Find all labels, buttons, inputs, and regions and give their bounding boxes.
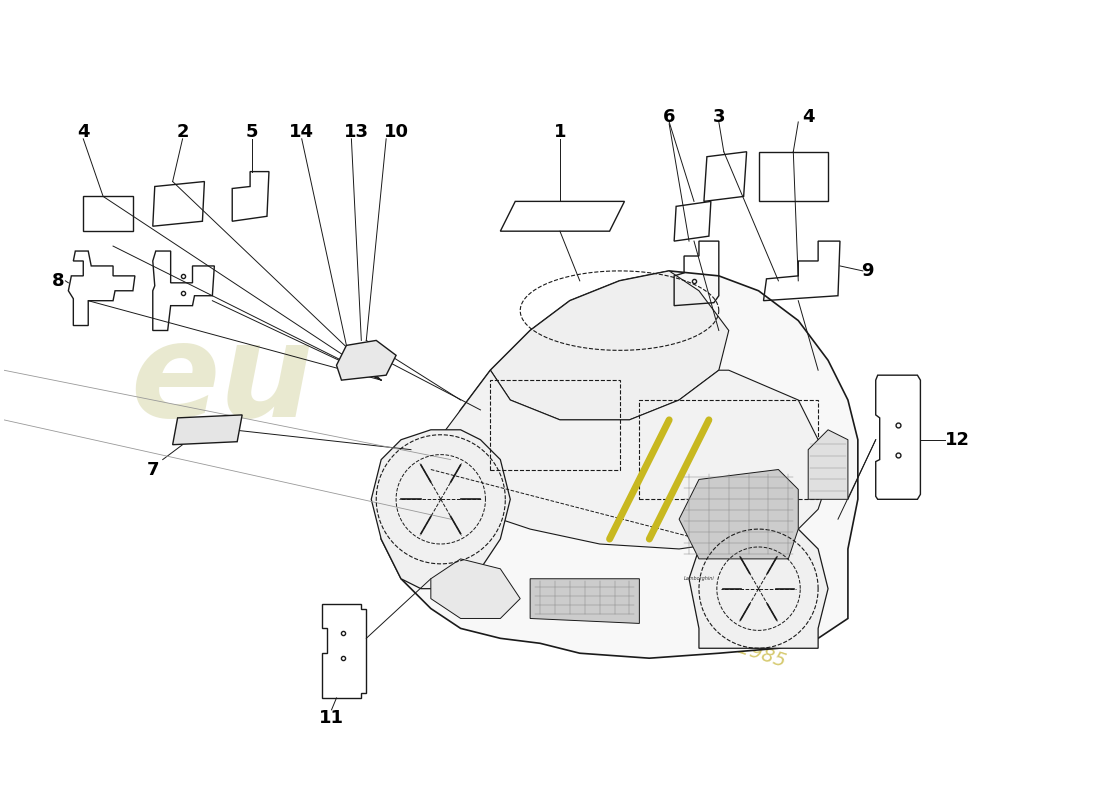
Polygon shape <box>372 430 510 589</box>
Text: 4: 4 <box>77 123 89 141</box>
Text: 5: 5 <box>245 123 258 141</box>
Text: Lamborghini: Lamborghini <box>683 576 714 582</box>
Bar <box>759 152 828 202</box>
Text: 1: 1 <box>553 123 566 141</box>
Polygon shape <box>689 519 828 648</box>
Polygon shape <box>173 415 242 445</box>
Text: a passion for cars since 1985: a passion for cars since 1985 <box>510 566 788 671</box>
Text: 4: 4 <box>802 108 814 126</box>
Polygon shape <box>530 578 639 623</box>
Text: 14: 14 <box>289 123 315 141</box>
Text: 7: 7 <box>146 461 160 478</box>
Text: 10: 10 <box>384 123 408 141</box>
Text: 2: 2 <box>176 123 189 141</box>
Text: 11: 11 <box>319 709 344 726</box>
Text: 12: 12 <box>945 430 970 449</box>
Polygon shape <box>337 341 396 380</box>
Polygon shape <box>431 559 520 618</box>
Text: 6: 6 <box>663 108 675 126</box>
Text: 13: 13 <box>344 123 369 141</box>
Bar <box>84 197 133 231</box>
Polygon shape <box>382 271 858 658</box>
Text: eu: eu <box>131 317 314 444</box>
Polygon shape <box>431 370 828 549</box>
Polygon shape <box>679 470 799 559</box>
Text: 3: 3 <box>713 108 725 126</box>
Text: 9: 9 <box>861 262 875 280</box>
Polygon shape <box>808 430 848 499</box>
Polygon shape <box>491 271 728 420</box>
Text: 8: 8 <box>52 272 65 290</box>
